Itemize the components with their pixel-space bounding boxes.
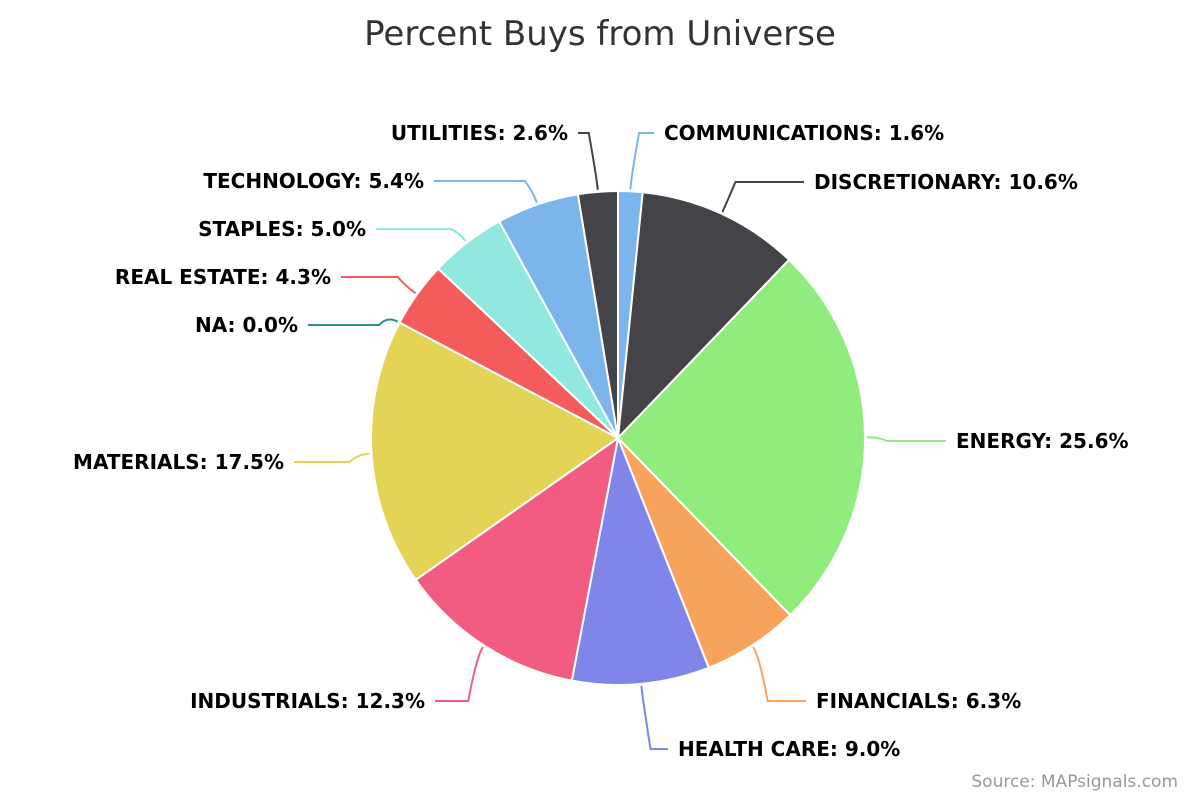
slice-label-health-care: HEALTH CARE: 9.0% <box>678 737 900 761</box>
slice-label-staples: STAPLES: 5.0% <box>198 217 366 241</box>
connector-financials <box>752 646 806 702</box>
connector-na <box>308 318 399 326</box>
slice-label-na: NA: 0.0% <box>195 313 298 337</box>
pie-slice-industrials[interactable] <box>414 437 619 682</box>
connector-real-estate <box>341 276 417 294</box>
slice-labels: COMMUNICATIONS: 1.6% DISCRETIONARY: 10.6%… <box>73 121 1128 761</box>
pie-slice-utilities[interactable] <box>576 190 619 439</box>
connector-communications <box>629 132 654 190</box>
slice-label-communications: COMMUNICATIONS: 1.6% <box>664 121 944 145</box>
slice-label-technology: TECHNOLOGY: 5.4% <box>203 169 424 193</box>
label-connectors <box>294 132 946 750</box>
slice-label-materials: MATERIALS: 17.5% <box>73 450 284 474</box>
slice-label-real-estate: REAL ESTATE: 4.3% <box>115 265 331 289</box>
slice-label-industrials: INDUSTRIALS: 12.3% <box>190 689 425 713</box>
slice-label-utilities: UTILITIES: 2.6% <box>391 121 568 145</box>
pie-slices <box>370 190 866 686</box>
slice-label-financials: FINANCIALS: 6.3% <box>816 689 1021 713</box>
connector-health-care <box>640 685 668 750</box>
connector-materials <box>294 452 370 463</box>
connector-industrials <box>435 646 484 702</box>
slice-label-discretionary: DISCRETIONARY: 10.6% <box>814 170 1078 194</box>
pie-slice-energy[interactable] <box>617 258 866 617</box>
pie-slice-materials[interactable] <box>370 321 619 581</box>
source-credit[interactable]: Source: MAPsignals.com <box>971 772 1178 792</box>
connector-discretionary <box>721 181 804 213</box>
connector-staples <box>376 228 467 242</box>
slice-label-energy: ENERGY: 25.6% <box>956 429 1129 453</box>
chart-title: Percent Buys from Universe <box>364 14 836 54</box>
pie-slice-health-care[interactable] <box>570 437 710 686</box>
connector-technology <box>434 180 538 203</box>
pie-slice-discretionary[interactable] <box>617 191 791 439</box>
connector-energy <box>866 436 946 442</box>
connector-utilities <box>578 132 599 190</box>
